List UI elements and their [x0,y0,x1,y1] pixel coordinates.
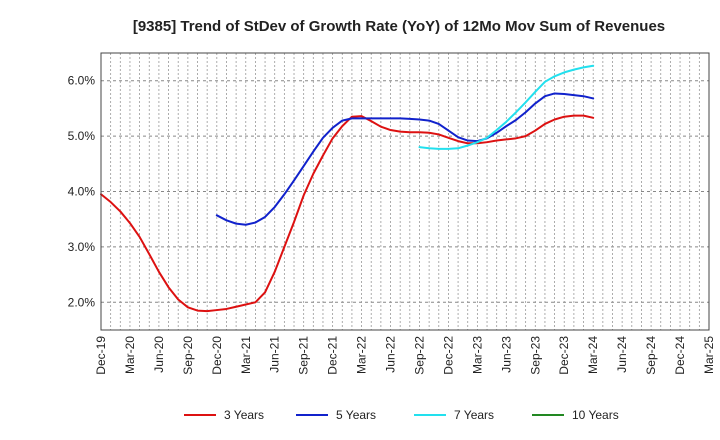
x-tick-label: Dec-22 [441,336,455,375]
x-tick-label: Jun-21 [268,336,282,373]
chart-title: [9385] Trend of StDev of Growth Rate (Yo… [133,18,665,35]
x-tick-label: Mar-24 [586,336,600,374]
y-tick-label: 6.0% [68,74,96,88]
series-line-3-years [100,114,595,313]
x-axis-ticks: Dec-19 Mar-20 Jun-20 Sep-20 Dec-20 Mar-21 Jun-… [94,336,716,375]
x-tick-label: Jun-22 [384,336,398,373]
y-tick-label: 4.0% [68,185,96,199]
y-tick-label: 5.0% [68,129,96,143]
x-tick-label: Sep-20 [181,336,195,375]
series-lines [100,64,595,313]
y-tick-label: 3.0% [68,240,96,254]
x-tick-label: Dec-20 [210,336,224,375]
grid [101,53,709,330]
x-tick-label: Dec-24 [673,336,687,375]
series-line-5-years [215,92,595,226]
x-tick-label: Jun-23 [499,336,513,373]
x-tick-label: Mar-23 [470,336,484,374]
x-tick-label: Sep-22 [412,336,426,375]
x-tick-label: Dec-23 [557,336,571,375]
y-axis-ticks: 2.0% 3.0% 4.0% 5.0% 6.0% [68,74,96,310]
x-tick-label: Jun-20 [152,336,166,373]
plot-area-frame [100,52,710,331]
y-tick-label: 2.0% [68,295,96,309]
x-tick-label: Mar-20 [123,336,137,374]
x-tick-label: Jun-24 [615,336,629,373]
x-tick-label: Dec-19 [94,336,108,375]
x-tick-label: Sep-23 [528,336,542,375]
series-line-7-years [418,64,595,150]
legend-label: 10 Years [572,408,619,422]
x-tick-label: Mar-22 [355,336,369,374]
x-tick-label: Sep-24 [644,336,658,375]
legend-label: 5 Years [336,408,376,422]
x-tick-label: Mar-21 [239,336,253,374]
legend-label: 7 Years [454,408,494,422]
x-tick-label: Sep-21 [297,336,311,375]
x-tick-label: Mar-25 [702,336,716,374]
legend-label: 3 Years [224,408,264,422]
x-tick-label: Dec-21 [326,336,340,375]
legend: 3 Years 5 Years 7 Years 10 Years [184,408,619,422]
